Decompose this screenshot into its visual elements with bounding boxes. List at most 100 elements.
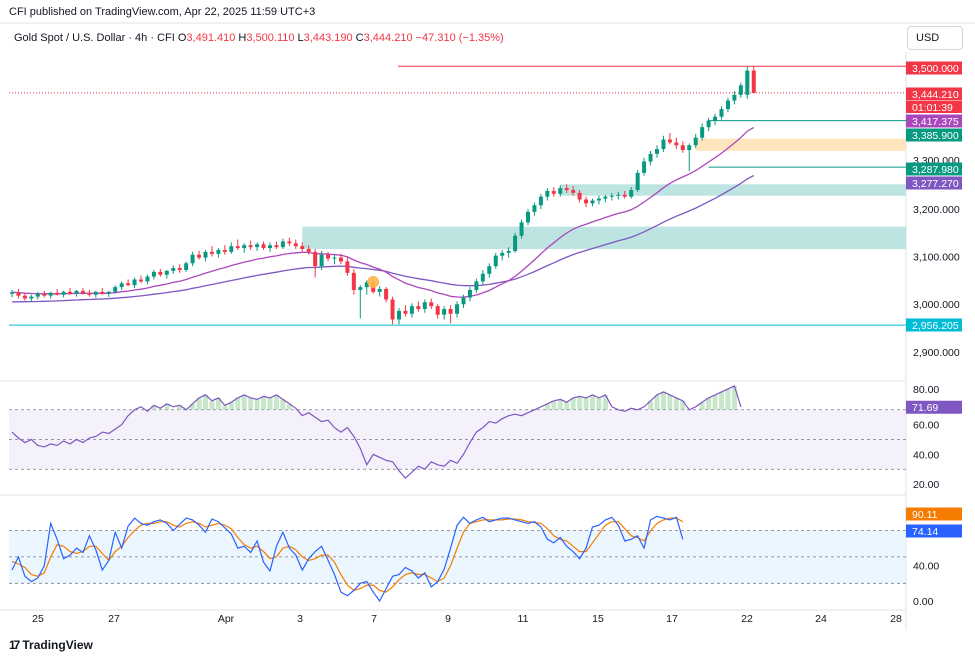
change-value: −47.310 (−1.35%) (415, 32, 504, 44)
price-badge-label: 3,287.980 (912, 164, 959, 176)
candle-body (351, 272, 356, 290)
stoch-tick-label: 40.00 (913, 561, 939, 573)
candle-body (558, 188, 563, 194)
stoch-tick-label: 0.00 (913, 596, 934, 608)
candle-body (455, 304, 460, 314)
price-tick-label: 2,900.000 (913, 347, 960, 359)
price-badge-label: 01:01:39 (912, 102, 953, 114)
candle-body (648, 153, 653, 162)
rsi-value-label: 71.69 (912, 402, 938, 414)
candle-body (409, 306, 414, 314)
candle-body (448, 308, 453, 314)
candle-body (713, 116, 718, 121)
candle-body (345, 261, 350, 273)
candle-body (255, 244, 260, 248)
time-tick-label: 24 (815, 613, 827, 625)
candle-body (655, 149, 659, 154)
time-tick-label: 25 (32, 613, 44, 625)
candle-body (171, 268, 176, 271)
candle-body (461, 297, 466, 305)
candle-body (326, 254, 331, 259)
candle-body (338, 257, 343, 262)
stoch-k-badge (906, 524, 962, 538)
tradingview-logo: 17 TradingView (9, 638, 93, 652)
candle-body (616, 194, 621, 196)
rsi-band-fill (9, 409, 906, 470)
candle-body (68, 291, 73, 294)
candle-body (584, 199, 589, 204)
candle-body (687, 145, 692, 151)
candle-body (564, 188, 569, 191)
zone-orange-2 (695, 138, 906, 151)
candle-body (719, 109, 724, 117)
candle-body (119, 283, 124, 288)
candle-body (287, 241, 292, 244)
candle-body (229, 246, 234, 252)
close-label: C (355, 32, 364, 44)
symbol-name: Gold Spot / U.S. Dollar · 4h · CFI (14, 32, 175, 44)
price-badge-label: 3,277.270 (912, 178, 959, 190)
candle-body (551, 190, 556, 194)
candle-body (132, 279, 137, 286)
candle-body (493, 255, 498, 267)
candle-body (235, 246, 240, 249)
time-tick-label: 7 (371, 613, 377, 625)
candle-body (203, 251, 208, 258)
rsi-line (11, 385, 742, 479)
rsi-tick-label: 60.00 (913, 420, 939, 432)
candle-body (126, 283, 131, 286)
candle-body (487, 266, 492, 274)
price-badge-label: 3,417.375 (912, 116, 959, 128)
candle-body (100, 291, 105, 294)
stoch-d-label: 90.11 (912, 509, 938, 521)
price-badge (906, 176, 962, 190)
candle-body (622, 194, 627, 197)
candle-body (248, 245, 253, 248)
stoch-d-badge (906, 507, 962, 521)
time-tick-label: 11 (518, 613, 529, 625)
candle-body (474, 281, 479, 290)
tv-logo-text: TradingView (22, 638, 93, 652)
price-tick-label: 3,200.000 (913, 204, 960, 216)
candle-body (158, 271, 163, 275)
candle-body (42, 293, 47, 296)
candle-body (674, 142, 679, 146)
candle-body (293, 243, 298, 247)
candle-body (190, 254, 195, 264)
time-tick-label: 27 (108, 613, 120, 625)
candle-body (390, 299, 395, 320)
candle-body (667, 139, 672, 143)
candle-body (61, 291, 66, 295)
candle-body (274, 245, 279, 248)
candle-body (139, 279, 143, 282)
publisher-caption: CFI published on TradingView.com, Apr 22… (9, 6, 316, 18)
candle-body (384, 289, 389, 300)
candle-body (197, 254, 202, 258)
candle-body (603, 196, 608, 199)
high-value: 3,500.110 (246, 32, 295, 44)
time-tick-label: 17 (666, 613, 678, 625)
price-badge (906, 114, 962, 128)
time-tick-label: 22 (741, 613, 753, 625)
candle-body (222, 249, 227, 252)
candle-body (145, 276, 150, 282)
candle-body (403, 310, 408, 314)
open-label: O (177, 32, 187, 44)
close-value: 3,444.210 (363, 32, 413, 44)
price-badge-label: 3,500.000 (912, 63, 959, 75)
candle-body (164, 270, 169, 275)
candle-body (751, 70, 756, 93)
price-badge (906, 162, 962, 176)
candle-body (590, 200, 595, 204)
candle-body (268, 245, 272, 249)
candle-body (693, 137, 698, 146)
signal-marker-icon (367, 275, 380, 288)
candle-body (364, 282, 369, 288)
candle-body (48, 292, 53, 296)
candle-body (151, 271, 156, 277)
candle-body (87, 292, 92, 295)
price-badge (906, 318, 962, 332)
currency-button[interactable]: USD (907, 26, 963, 50)
candle-body (429, 302, 434, 307)
